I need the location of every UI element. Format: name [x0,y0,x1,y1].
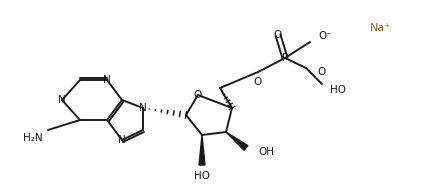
Text: N: N [118,135,126,145]
Text: H₂N: H₂N [23,133,43,143]
Text: N: N [58,95,66,105]
Text: O: O [253,77,261,87]
Polygon shape [226,132,248,150]
Text: O: O [317,67,325,77]
Text: Na⁺: Na⁺ [369,23,391,33]
Text: O: O [194,90,202,100]
Text: O⁻: O⁻ [318,31,332,41]
Text: N: N [103,75,111,85]
Text: O: O [274,30,282,40]
Text: P: P [282,53,288,63]
Polygon shape [199,135,205,165]
Text: N: N [139,103,147,113]
Text: HO: HO [194,171,210,181]
Text: OH: OH [258,147,274,157]
Text: HO: HO [330,85,346,95]
